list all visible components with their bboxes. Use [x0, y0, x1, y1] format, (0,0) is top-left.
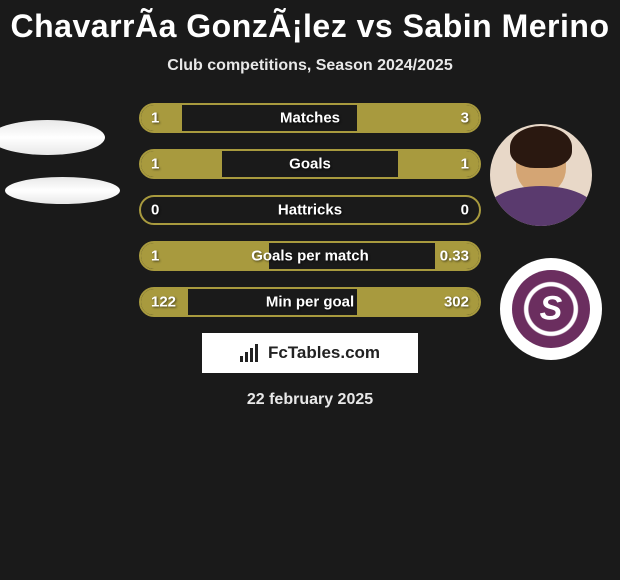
club-left-logo — [5, 177, 120, 204]
club-badge-icon — [512, 270, 590, 348]
club-right-logo — [500, 258, 602, 360]
stat-value-right: 0.33 — [440, 248, 469, 265]
brand-badge[interactable]: FcTables.com — [202, 333, 418, 373]
stat-label: Hattricks — [141, 202, 479, 219]
stat-row: 1Matches3 — [139, 103, 481, 133]
stat-label: Min per goal — [141, 294, 479, 311]
stat-row: 0Hattricks0 — [139, 195, 481, 225]
stat-value-right: 0 — [461, 202, 469, 219]
comparison-card: ChavarrÃ­a GonzÃ¡lez vs Sabin Merino Clu… — [0, 0, 620, 409]
brand-label: FcTables.com — [268, 343, 380, 363]
stats-area: 1Matches31Goals10Hattricks01Goals per ma… — [139, 103, 481, 317]
stat-label: Matches — [141, 110, 479, 127]
stat-value-right: 3 — [461, 110, 469, 127]
date-label: 22 february 2025 — [0, 391, 620, 409]
player-right-avatar — [490, 124, 592, 226]
stat-label: Goals — [141, 156, 479, 173]
player-left-avatar — [0, 120, 105, 155]
bar-chart-icon — [240, 344, 262, 362]
page-title: ChavarrÃ­a GonzÃ¡lez vs Sabin Merino — [0, 8, 620, 45]
stat-row: 1Goals per match0.33 — [139, 241, 481, 271]
subtitle: Club competitions, Season 2024/2025 — [0, 57, 620, 75]
stat-label: Goals per match — [141, 248, 479, 265]
stat-value-right: 302 — [444, 294, 469, 311]
stat-row: 1Goals1 — [139, 149, 481, 179]
stat-value-right: 1 — [461, 156, 469, 173]
stat-row: 122Min per goal302 — [139, 287, 481, 317]
